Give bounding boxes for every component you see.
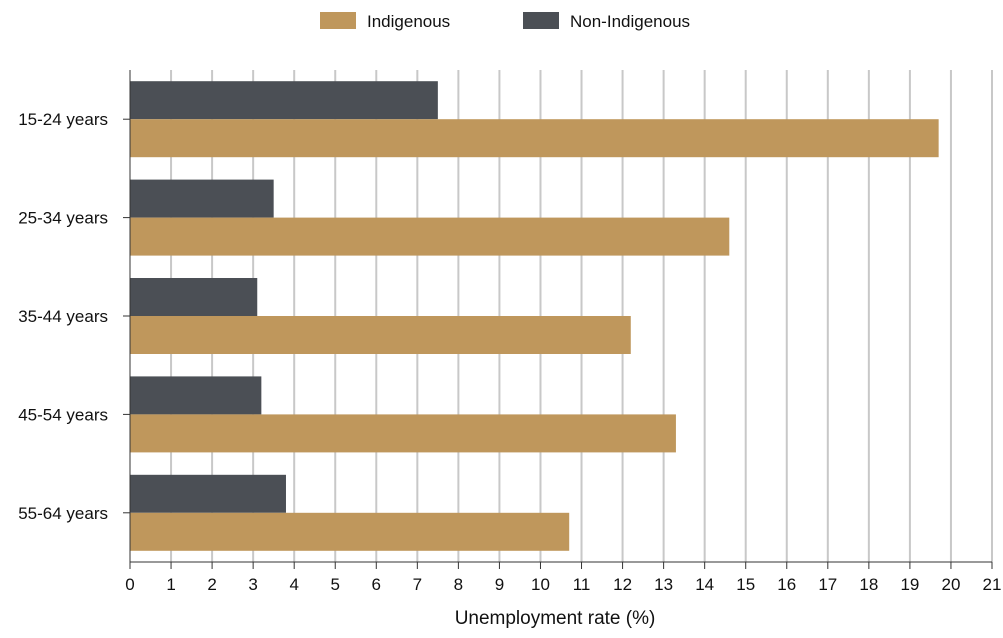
bar-indigenous-1	[130, 217, 730, 256]
x-tick-label: 13	[654, 575, 673, 594]
x-tick-label: 12	[613, 575, 632, 594]
x-tick-label: 1	[166, 575, 175, 594]
x-tick-label: 11	[573, 575, 591, 594]
x-tick-label: 7	[413, 575, 422, 594]
bar-non-indigenous-3	[130, 376, 262, 415]
bar-non-indigenous-4	[130, 474, 286, 513]
x-tick-label: 20	[941, 575, 960, 594]
y-tick-label: 35-44 years	[18, 307, 108, 326]
x-tick-label: 21	[983, 575, 1002, 594]
x-tick-label: 4	[289, 575, 298, 594]
bar-indigenous-3	[130, 414, 676, 453]
x-tick-label: 6	[372, 575, 381, 594]
bar-non-indigenous-0	[130, 81, 438, 120]
x-tick-label: 9	[495, 575, 504, 594]
bar-indigenous-4	[130, 512, 570, 551]
axes: 0 1 2 3 4 5 6 7 8 9 10 11 12 13 14 15 16 17 18 19 20 2115-24 …	[18, 70, 1001, 594]
x-tick-label: 0	[125, 575, 134, 594]
y-tick-label: 45-54 years	[18, 405, 108, 424]
x-tick-label: 3	[248, 575, 257, 594]
bar-non-indigenous-2	[130, 278, 258, 316]
bar-indigenous-2	[130, 316, 631, 354]
x-tick-label: 15	[736, 575, 755, 594]
x-tick-label: 17	[818, 575, 837, 594]
x-tick-label: 5	[331, 575, 340, 594]
x-tick-label: 10	[531, 575, 550, 594]
x-tick-label: 2	[207, 575, 216, 594]
x-tick-label: 16	[777, 575, 796, 594]
y-tick-label: 25-34 years	[18, 209, 108, 228]
x-tick-label: 18	[859, 575, 878, 594]
legend: Indigenous Non-Indigenous	[320, 12, 690, 31]
x-tick-label: 8	[454, 575, 463, 594]
x-axis-label: Unemployment rate (%)	[455, 608, 656, 629]
bars	[130, 81, 939, 551]
y-tick-label: 55-64 years	[18, 504, 108, 523]
legend-label-indigenous: Indigenous	[367, 12, 450, 31]
legend-swatch-non-indigenous	[523, 12, 559, 29]
y-tick-label: 15-24 years	[18, 110, 108, 129]
x-tick-label: 14	[695, 575, 714, 594]
x-tick-label: 19	[900, 575, 919, 594]
bar-indigenous-0	[130, 119, 939, 158]
bar-non-indigenous-1	[130, 179, 274, 218]
legend-label-non-indigenous: Non-Indigenous	[570, 12, 690, 31]
legend-swatch-indigenous	[320, 12, 356, 29]
